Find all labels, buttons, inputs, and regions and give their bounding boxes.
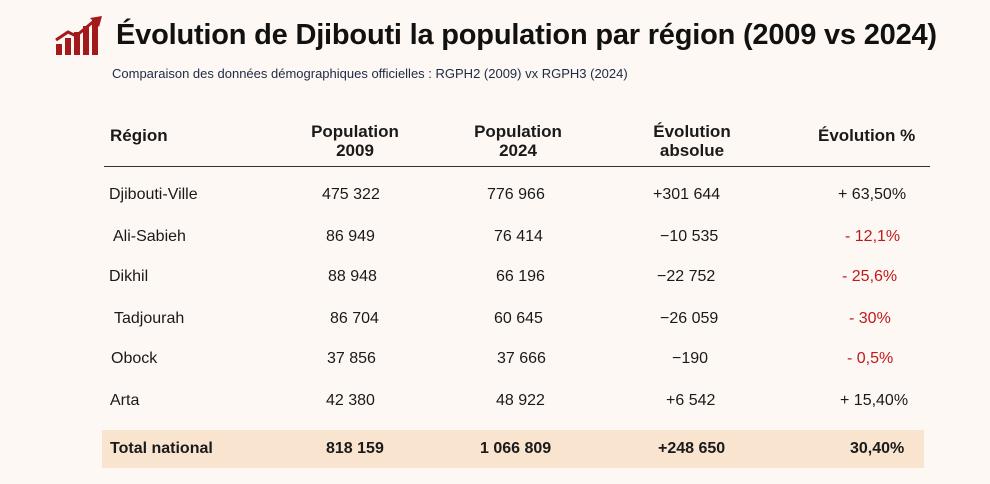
cell-region: Ali-Sabieh xyxy=(113,228,186,245)
header-evo-abs-line2: absolue xyxy=(659,141,725,160)
cell-region: Djibouti-Ville xyxy=(109,186,198,203)
cell-pop2024: 48 922 xyxy=(496,392,545,409)
header-divider xyxy=(104,166,930,167)
cell-pop2024: 66 196 xyxy=(496,268,545,285)
title-row: Évolution de Djibouti la population par … xyxy=(54,14,937,56)
total-row-background xyxy=(102,430,924,468)
cell-pop2024: 76 414 xyxy=(494,228,543,245)
cell-pop2024: 60 645 xyxy=(494,310,543,327)
header-evo-abs: Évolution absolue xyxy=(632,122,752,160)
cell-pop2009: 86 704 xyxy=(330,310,379,327)
cell-pop2009: 86 949 xyxy=(326,228,375,245)
cell-evo-abs: −26 059 xyxy=(660,310,719,327)
cell-evo-pct: + 63,50% xyxy=(838,186,907,203)
cell-evo-abs: +6 542 xyxy=(666,392,716,409)
header-evo-abs-line1: Évolution xyxy=(653,122,731,141)
cell-region: Total national xyxy=(110,440,213,457)
cell-pop2009: 37 856 xyxy=(327,350,376,367)
page-subtitle: Comparaison des données démographiques o… xyxy=(112,66,628,81)
cell-region: Tadjourah xyxy=(114,310,185,327)
header-pop2009: Population 2009 xyxy=(295,122,415,160)
header-evo-pct: Évolution % xyxy=(818,126,916,145)
table-row: Obock 37 856 37 666 −190 - 0,5% xyxy=(0,350,990,380)
table-row: Ali-Sabieh 86 949 76 414 −10 535 - 12,1% xyxy=(0,228,990,258)
header-pop2009-line1: Population xyxy=(311,122,399,141)
cell-evo-pct: - 30% xyxy=(849,310,891,327)
cell-pop2009: 818 159 xyxy=(326,440,384,457)
bar-chart-growth-icon xyxy=(55,16,102,55)
cell-evo-pct: - 0,5% xyxy=(847,350,894,367)
cell-pop2024: 1 066 809 xyxy=(480,440,552,457)
cell-pop2024: 776 966 xyxy=(487,186,545,203)
cell-evo-abs: −10 535 xyxy=(660,228,719,245)
header-pop2009-line2: 2009 xyxy=(336,141,374,160)
cell-pop2009: 475 322 xyxy=(322,186,380,203)
cell-evo-pct: - 12,1% xyxy=(845,228,901,245)
table-row: Djibouti-Ville 475 322 776 966 +301 644 … xyxy=(0,186,990,216)
header-pop2024: Population 2024 xyxy=(458,122,578,160)
cell-evo-pct: - 25,6% xyxy=(842,268,898,285)
table-row: Dikhil 88 948 66 196 −22 752 - 25,6% xyxy=(0,268,990,298)
cell-evo-abs: −190 xyxy=(672,350,709,367)
table-row: Tadjourah 86 704 60 645 −26 059 - 30% xyxy=(0,310,990,340)
cell-region: Obock xyxy=(111,350,158,367)
cell-pop2009: 42 380 xyxy=(326,392,375,409)
total-row: Total national 818 159 1 066 809 +248 65… xyxy=(0,440,990,470)
cell-evo-abs: +248 650 xyxy=(658,440,726,457)
table-header: Région Population 2009 Population 2024 É… xyxy=(0,122,990,162)
cell-evo-pct: + 15,40% xyxy=(840,392,909,409)
header-region: Région xyxy=(110,126,168,145)
cell-pop2009: 88 948 xyxy=(328,268,377,285)
header-pop2024-line1: Population xyxy=(474,122,562,141)
cell-region: Dikhil xyxy=(109,268,149,285)
cell-evo-pct: 30,40% xyxy=(850,440,905,457)
cell-evo-abs: +301 644 xyxy=(653,186,721,203)
cell-evo-abs: −22 752 xyxy=(657,268,716,285)
header-pop2024-line2: 2024 xyxy=(499,141,537,160)
cell-region: Arta xyxy=(110,392,140,409)
page-title: Évolution de Djibouti la population par … xyxy=(116,18,937,51)
cell-pop2024: 37 666 xyxy=(497,350,546,367)
table-row: Arta 42 380 48 922 +6 542 + 15,40% xyxy=(0,392,990,422)
